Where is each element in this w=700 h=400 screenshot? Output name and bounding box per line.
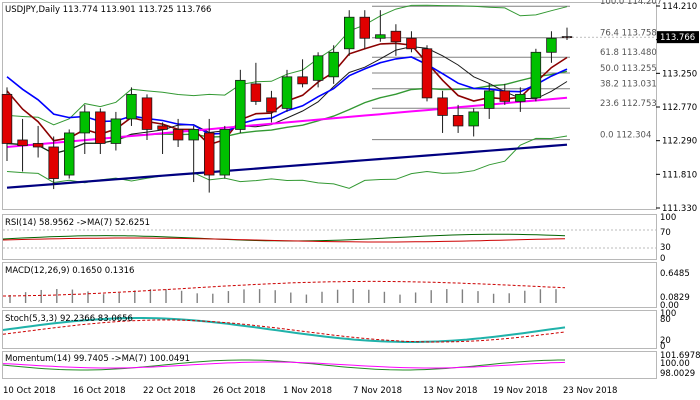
candle-body	[437, 97, 448, 116]
stoch-label: Stoch(5,3,3) 92.2366 83.0656	[5, 314, 133, 324]
main-panel	[2, 2, 657, 210]
rsi-label: RSI(14) 58.9562 ->MA(7) 52.6251	[5, 218, 150, 228]
rsi-tick-30: 30	[660, 243, 671, 253]
candle-body	[32, 143, 44, 148]
macd-tick-zero: 0.00	[660, 301, 679, 311]
candle-body	[328, 51, 339, 78]
price-tick-label: 112.290	[662, 137, 697, 147]
candle-body	[343, 16, 355, 50]
date-label: 16 Oct 2018	[73, 386, 126, 396]
date-label: 23 Nov 2018	[563, 386, 617, 396]
candle-body	[530, 51, 542, 99]
date-label: 1 Nov 2018	[283, 386, 332, 396]
candle-body	[250, 83, 262, 102]
price-tick-label: 111.330	[662, 204, 697, 214]
rsi-tick-100: 100	[660, 213, 676, 223]
candle-body	[235, 79, 246, 130]
candle-body	[95, 111, 106, 144]
momentum-line	[2, 359, 565, 371]
price-tick-label: 114.210	[662, 2, 697, 12]
rsi-panel	[2, 214, 657, 260]
candle-body	[188, 129, 199, 141]
date-label: 13 Nov 2018	[423, 386, 477, 396]
candle-body	[281, 76, 293, 109]
candle-body	[203, 132, 215, 176]
candle-body	[421, 48, 433, 99]
indicator-lines	[2, 229, 656, 371]
fib-label-23.6: 23.6 112.753	[600, 99, 657, 109]
candle-body	[219, 129, 230, 176]
momentum-panel	[2, 351, 657, 379]
stoch-d-line	[2, 319, 566, 343]
date-label: 26 Oct 2018	[213, 386, 266, 396]
date-label: 10 Oct 2018	[3, 386, 56, 396]
date-label: 7 Nov 2018	[353, 386, 402, 396]
candle-body	[79, 111, 91, 134]
ma-navy-line	[6, 143, 568, 189]
price-tick-label: 111.810	[662, 170, 697, 180]
candle-body	[312, 55, 324, 81]
rsi-ma-line	[2, 237, 566, 243]
candle-body	[17, 139, 28, 146]
momentum-tick-mid: 100.00	[660, 359, 690, 369]
momentum-label: Momentum(14) 99.7405 ->MA(7) 100.0491	[5, 354, 190, 364]
candle-body	[172, 129, 184, 141]
fib-label-38.2: 38.2 113.031	[600, 80, 657, 90]
stoch-k-line	[2, 317, 566, 343]
chart-header: USDJPY,Daily 113.774 113.901 113.725 113…	[5, 5, 211, 15]
rsi-tick-70: 70	[660, 228, 671, 238]
candle-body	[546, 37, 557, 53]
candle-body	[452, 115, 464, 127]
candle-body	[126, 93, 137, 120]
candlesticks	[1, 10, 573, 193]
stoch-tick-80: 80	[660, 315, 671, 325]
date-label: 22 Oct 2018	[143, 386, 196, 396]
momentum-tick-top: 101.6978	[660, 351, 700, 361]
candle-body	[157, 125, 168, 130]
candle-body	[266, 97, 277, 113]
price-tick-label: 113.250	[662, 69, 697, 79]
candle-body	[483, 90, 495, 109]
date-axis: 10 Oct 2018 16 Oct 2018 22 Oct 2018 26 Oct …	[3, 386, 617, 396]
current-price-tag	[657, 31, 699, 44]
candle-body	[297, 76, 308, 85]
candle-body	[515, 93, 526, 102]
price-tick-label: 112.770	[662, 103, 697, 113]
candle-body	[375, 34, 386, 39]
candle-body	[141, 97, 153, 130]
macd-signal-line	[2, 280, 566, 297]
rsi-tick-0: 0	[660, 254, 665, 264]
candle-body	[1, 93, 13, 144]
fib-label-61.8: 61.8 113.480	[600, 48, 657, 58]
macd-label: MACD(12,26,9) 0.1650 0.1316	[5, 266, 134, 276]
candle-body	[359, 16, 371, 39]
fib-label-50.0: 50.0 113.255	[600, 64, 657, 74]
candle-body	[390, 30, 402, 43]
candle-body	[406, 37, 417, 50]
stoch-tick-20: 20	[660, 336, 671, 346]
date-label: 19 Nov 2018	[493, 386, 547, 396]
candle-body	[561, 36, 573, 38]
candle-body	[499, 90, 511, 102]
macd-tick-top: 0.6485	[660, 269, 690, 279]
momentum-tick-bot: 98.0029	[660, 369, 695, 379]
current-price-label: 113.766	[660, 33, 695, 43]
momentum-ma-line	[2, 361, 566, 369]
price-axis: 114.210113.730113.250112.770112.290111.8…	[560, 2, 699, 214]
candle-body	[48, 146, 59, 179]
stoch-tick-100: 100	[660, 309, 676, 319]
macd-panel	[2, 262, 657, 308]
macd-tick-mid: 0.0829	[660, 293, 690, 303]
fib-label-0.0: 0.0 112.304	[600, 131, 651, 141]
fib-label-100.0: 100.0 114.207	[600, 0, 662, 7]
fib-label-76.4: 76.4 113.758	[600, 29, 657, 39]
candle-body	[64, 132, 75, 176]
candle-body	[468, 111, 479, 127]
candle-body	[110, 118, 122, 144]
stoch-tick-0: 0	[660, 342, 665, 352]
